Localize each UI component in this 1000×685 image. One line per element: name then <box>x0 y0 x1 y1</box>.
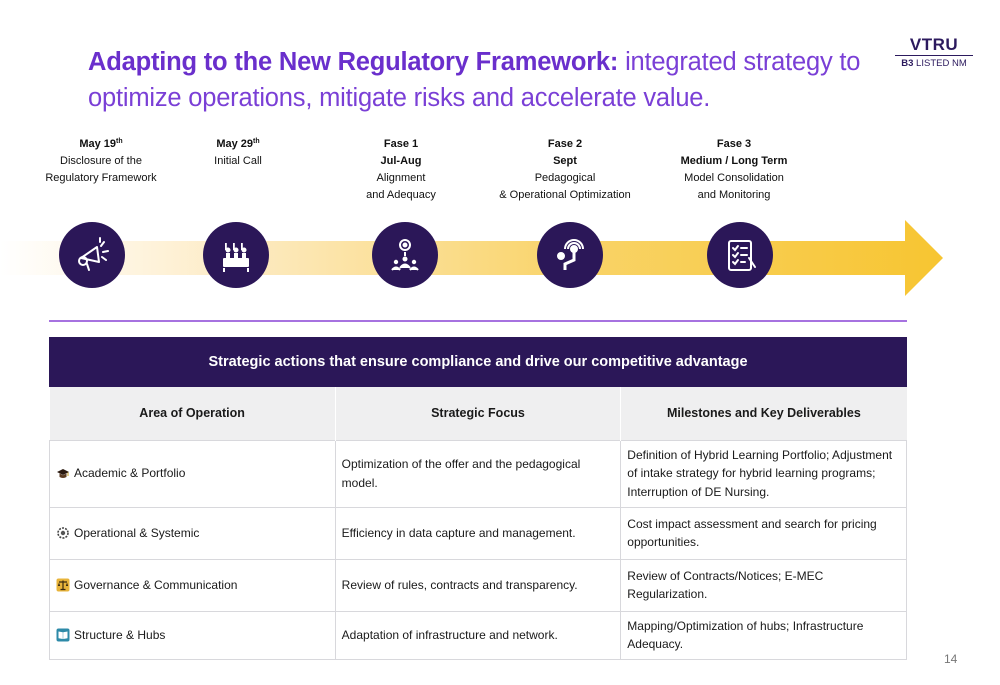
slide-title: Adapting to the New Regulatory Framework… <box>88 44 878 116</box>
deliverables-cell: Mapping/Optimization of hubs; Infrastruc… <box>620 610 907 660</box>
focus-cell: Efficiency in data capture and managemen… <box>335 506 622 559</box>
milestone-label-3: Fase 1 Jul-Aug Alignment and Adequacy <box>366 138 436 201</box>
section-divider <box>49 320 907 322</box>
table-banner: Strategic actions that ensure compliance… <box>49 337 907 387</box>
slide-title-bold: Adapting to the New Regulatory Framework… <box>88 48 619 76</box>
checklist-icon <box>707 222 773 288</box>
area-cell: Academic & Portfolio <box>49 439 336 507</box>
focus-cell: Adaptation of infrastructure and network… <box>335 610 622 660</box>
deliverables-cell: Review of Contracts/Notices; E-MEC Regul… <box>620 558 907 611</box>
focus-cell: Optimization of the offer and the pedago… <box>335 439 622 507</box>
logo-wordmark: VTRU <box>909 35 959 54</box>
company-logo: VTRU B3 LISTED NM <box>893 36 975 69</box>
timeline-arrow <box>0 220 943 296</box>
gear-icon <box>56 526 70 540</box>
touch-screen-icon <box>537 222 603 288</box>
strategy-table: Area of Operation Strategic Focus Milest… <box>49 387 907 660</box>
audience-icon <box>203 222 269 288</box>
deliverables-cell: Definition of Hybrid Learning Portfolio;… <box>620 439 907 507</box>
megaphone-icon <box>59 222 125 288</box>
table-row: Academic & Portfolio Optimization of the… <box>49 439 907 507</box>
area-cell: Governance & Communication <box>49 558 336 611</box>
book-icon <box>56 628 70 642</box>
area-cell: Structure & Hubs <box>49 610 336 660</box>
table-row: Operational & Systemic Efficiency in dat… <box>49 506 907 559</box>
column-header-area: Area of Operation <box>49 387 336 440</box>
target-team-icon <box>372 222 438 288</box>
column-header-focus: Strategic Focus <box>335 387 622 440</box>
slide-title-rest: integrated strategy to optimize operatio… <box>88 48 861 112</box>
deliverables-cell: Cost impact assessment and search for pr… <box>620 506 907 559</box>
area-cell: Operational & Systemic <box>49 506 336 559</box>
table-row: Structure & Hubs Adaptation of infrastru… <box>49 610 907 660</box>
milestone-label-1: May 19th Disclosure of the Regulatory Fr… <box>45 138 157 184</box>
page-number: 14 <box>944 652 958 666</box>
table-header-row: Area of Operation Strategic Focus Milest… <box>49 387 907 440</box>
logo-divider <box>895 55 973 56</box>
milestone-label-2: May 29th Initial Call <box>214 138 262 167</box>
column-header-deliverables: Milestones and Key Deliverables <box>620 387 907 440</box>
milestone-label-5: Fase 3 Medium / Long Term Model Consolid… <box>680 138 788 201</box>
milestone-label-4: Fase 2 Sept Pedagogical & Operational Op… <box>499 138 631 201</box>
logo-subtitle: B3 LISTED NM <box>901 58 967 69</box>
table-row: Governance & Communication Review of rul… <box>49 558 907 611</box>
focus-cell: Review of rules, contracts and transpare… <box>335 558 622 611</box>
graduation-cap-icon <box>56 467 70 481</box>
scales-icon <box>56 578 70 592</box>
